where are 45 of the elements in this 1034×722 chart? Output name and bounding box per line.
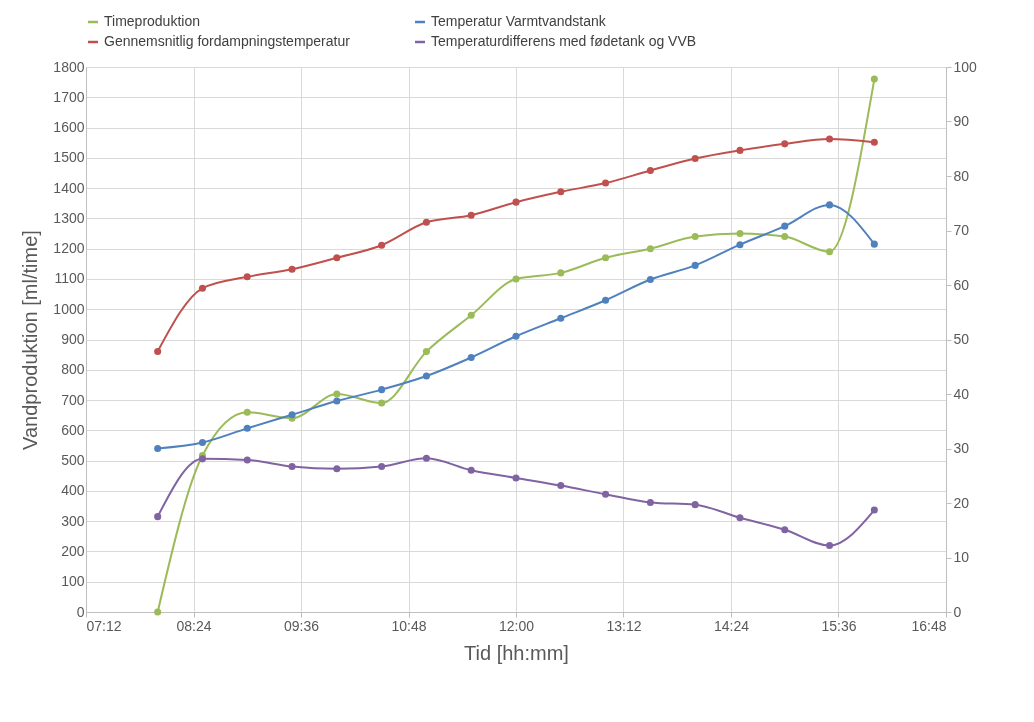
y2-tick-label: 80 (953, 167, 970, 184)
x-tick-label: 14:24 (713, 617, 750, 634)
x-tick-label: 10:48 (391, 617, 427, 634)
y-tick-label: 900 (61, 331, 85, 347)
y-tick-label: 700 (61, 391, 85, 408)
x-tick-label: 08:24 (176, 617, 212, 634)
y2-tick-label: 20 (953, 494, 970, 511)
legend-label: Temperatur Varmtvandstank (431, 13, 607, 29)
y-tick-label: 400 (61, 482, 85, 499)
x-tick-label: 13:12 (606, 617, 642, 634)
y-tick-label: 500 (61, 452, 85, 469)
y-tick-label: 200 (61, 542, 85, 559)
y-tick-label: 1400 (53, 179, 85, 196)
y-tick-label: 300 (61, 512, 85, 529)
y-tick-label: 1200 (53, 240, 85, 257)
x-tick-label: 16:48 (911, 617, 947, 634)
x-tick-label: 09:36 (283, 617, 320, 634)
x-axis-title: Tid [hh:mm] (464, 641, 569, 664)
y-axis-title: Vandproduktion [ml/time] (19, 230, 42, 450)
y2-tick-label: 0 (953, 603, 962, 620)
y2-tick-label: 40 (953, 385, 970, 402)
legend-label: Gennemsnitlig fordampningstemperatur (104, 33, 351, 49)
y-tick-label: 1100 (54, 270, 85, 287)
y-tick-label: 1300 (53, 209, 85, 226)
y2-tick-label: 50 (953, 331, 970, 347)
y-tick-label: 100 (61, 573, 85, 590)
y2-tick-label: 10 (953, 549, 970, 565)
legend-label: Temperaturdifferens med fødetank og VVB (431, 33, 697, 49)
y-tick-label: 600 (61, 421, 85, 438)
y2-tick-label: 30 (953, 440, 970, 456)
y2-tick-label: 60 (953, 276, 970, 293)
y-tick-label: 1000 (53, 300, 85, 317)
x-tick-label: 07:12 (86, 617, 122, 634)
x-tick-label: 12:00 (498, 617, 535, 634)
x-tick-label: 15:36 (821, 617, 857, 634)
y2-tick-label: 100 (953, 58, 978, 75)
y2-tick-label: 70 (953, 222, 970, 238)
y-tick-label: 1800 (53, 58, 85, 75)
y-tick-label: 1600 (53, 119, 85, 136)
y2-tick-label: 90 (953, 113, 970, 129)
y-tick-label: 1700 (53, 88, 85, 105)
y-tick-label: 800 (61, 361, 85, 378)
y-tick-label: 1500 (53, 149, 85, 166)
y-tick-label: 0 (76, 603, 85, 620)
legend-label: Timeproduktion (104, 13, 200, 29)
